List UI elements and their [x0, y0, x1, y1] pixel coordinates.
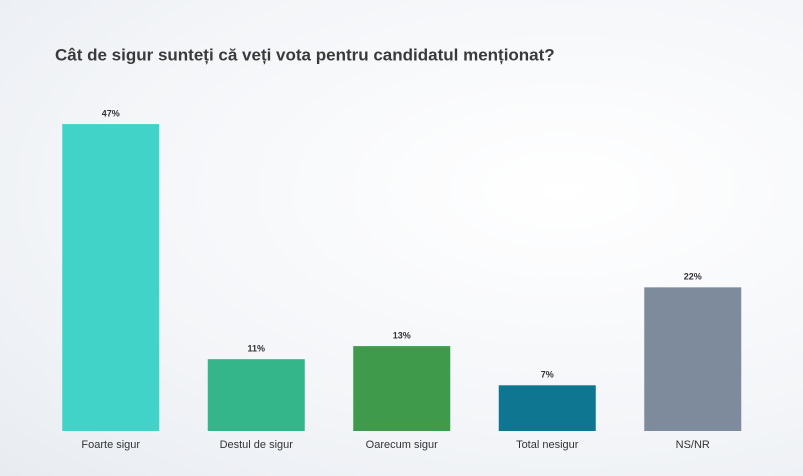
- x-tick-label: Destul de sigur: [220, 439, 294, 451]
- value-label: 7%: [541, 370, 554, 380]
- value-label: 47%: [102, 108, 120, 118]
- value-label: 11%: [247, 344, 265, 354]
- x-tick-label: NS/NR: [676, 439, 710, 451]
- value-label: 22%: [684, 272, 702, 282]
- bar: [353, 346, 451, 431]
- bar: [498, 385, 596, 431]
- x-tick-label: Oarecum sigur: [366, 439, 438, 451]
- bar: [207, 359, 305, 431]
- value-label: 13%: [393, 330, 411, 340]
- bar: [644, 287, 742, 431]
- x-tick-label: Total nesigur: [516, 439, 579, 451]
- x-tick-label: Foarte sigur: [81, 439, 140, 451]
- chart-title: Cât de sigur sunteți că veți vota pentru…: [55, 45, 555, 64]
- bar: [62, 124, 160, 431]
